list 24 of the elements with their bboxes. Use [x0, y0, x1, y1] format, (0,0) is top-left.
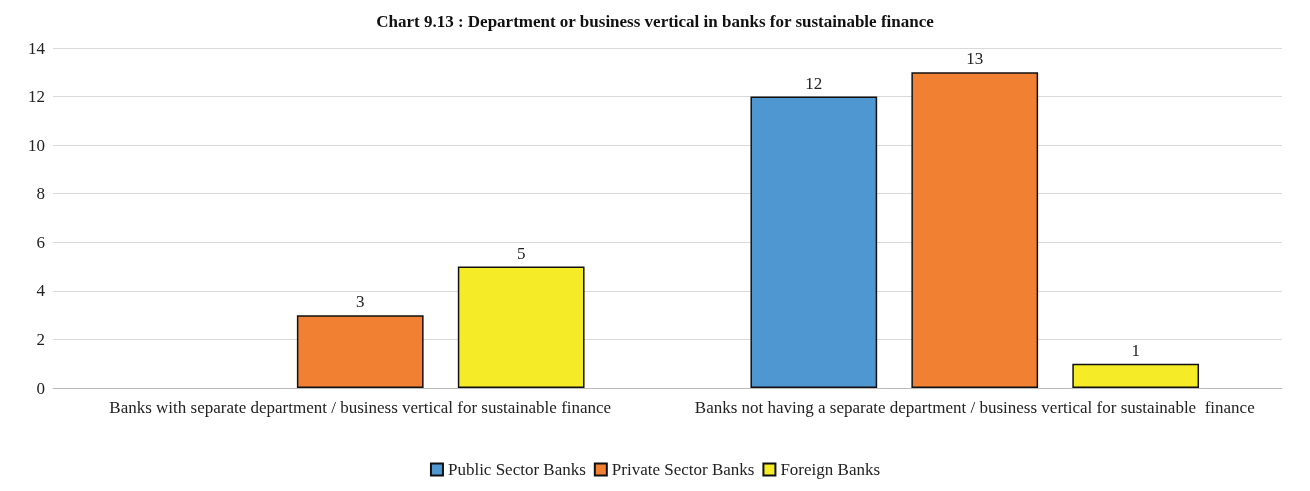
legend-label: Public Sector Banks	[447, 460, 586, 479]
bar	[457, 266, 585, 388]
data-label: 5	[516, 243, 526, 263]
x-tick-label: Banks not having a separate department / business vertical for sustainable finance	[694, 397, 1255, 417]
y-tick-label: 0	[36, 378, 45, 398]
y-tick-label: 12	[28, 87, 45, 107]
bar	[296, 315, 424, 388]
y-tick-label: 10	[28, 135, 45, 155]
y-tick-label: 6	[36, 232, 45, 252]
data-label: 12	[805, 73, 823, 93]
data-label: 1	[1131, 340, 1140, 360]
bar	[750, 96, 878, 388]
x-tick-label: Banks with separate department / business vertical for sustainable finance	[109, 397, 612, 417]
data-label: 3	[356, 292, 365, 312]
y-tick-label: 2	[36, 329, 45, 349]
y-tick-label: 14	[28, 38, 46, 58]
legend-label: Private Sector Banks	[611, 460, 755, 479]
y-tick-label: 8	[36, 184, 45, 204]
bar	[1072, 363, 1200, 388]
data-label: 13	[966, 49, 984, 69]
legend-label: Foreign Banks	[780, 460, 881, 479]
y-tick-label: 4	[36, 281, 46, 301]
chart-title: Chart 9.13 : Department or business vertical in banks for sustainable finance	[376, 12, 935, 31]
bar	[911, 72, 1039, 388]
